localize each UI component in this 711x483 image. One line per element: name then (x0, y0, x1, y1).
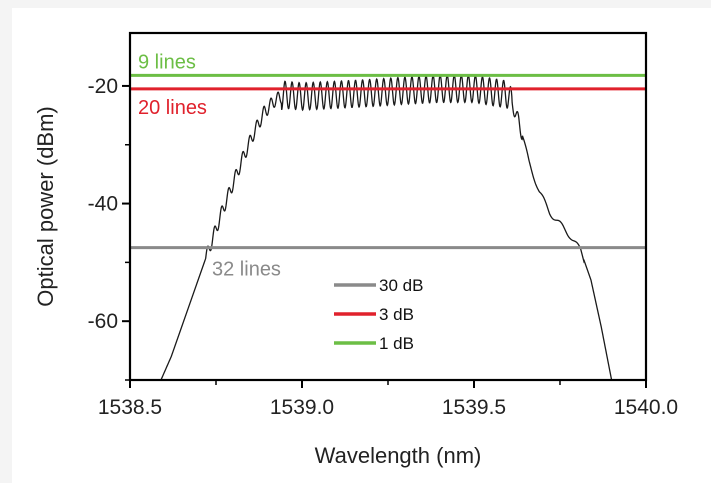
y-tick-label-0: -20 (88, 75, 118, 98)
legend-label-1: 3 dB (379, 305, 414, 324)
x-tick-label-3: 1540.0 (614, 396, 678, 419)
threshold-label-0: 9 lines (138, 51, 196, 73)
plot-frame (128, 31, 648, 382)
y-tick-label-2: -60 (88, 310, 118, 333)
threshold-label-2: 32 lines (212, 259, 281, 281)
y-axis-title: Optical power (dBm) (33, 106, 58, 307)
legend-label-0: 30 dB (379, 276, 423, 295)
legend-label-2: 1 dB (379, 334, 414, 353)
x-tick-label-1: 1539.0 (270, 396, 334, 419)
spectrum-line (160, 74, 613, 380)
x-axis-title: Wavelength (nm) (315, 443, 482, 468)
y-tick-label-1: -40 (88, 193, 118, 216)
x-tick-label-0: 1538.5 (98, 396, 162, 419)
chart-figure: 9 lines 20 lines 32 lines 30 dB 3 dB 1 dB 1538… (12, 8, 711, 483)
threshold-label-1: 20 lines (138, 97, 207, 119)
x-tick-label-2: 1539.5 (442, 396, 506, 419)
wavelength-spectrum-chart: 9 lines 20 lines 32 lines 30 dB 3 dB 1 dB 1538… (33, 31, 678, 468)
